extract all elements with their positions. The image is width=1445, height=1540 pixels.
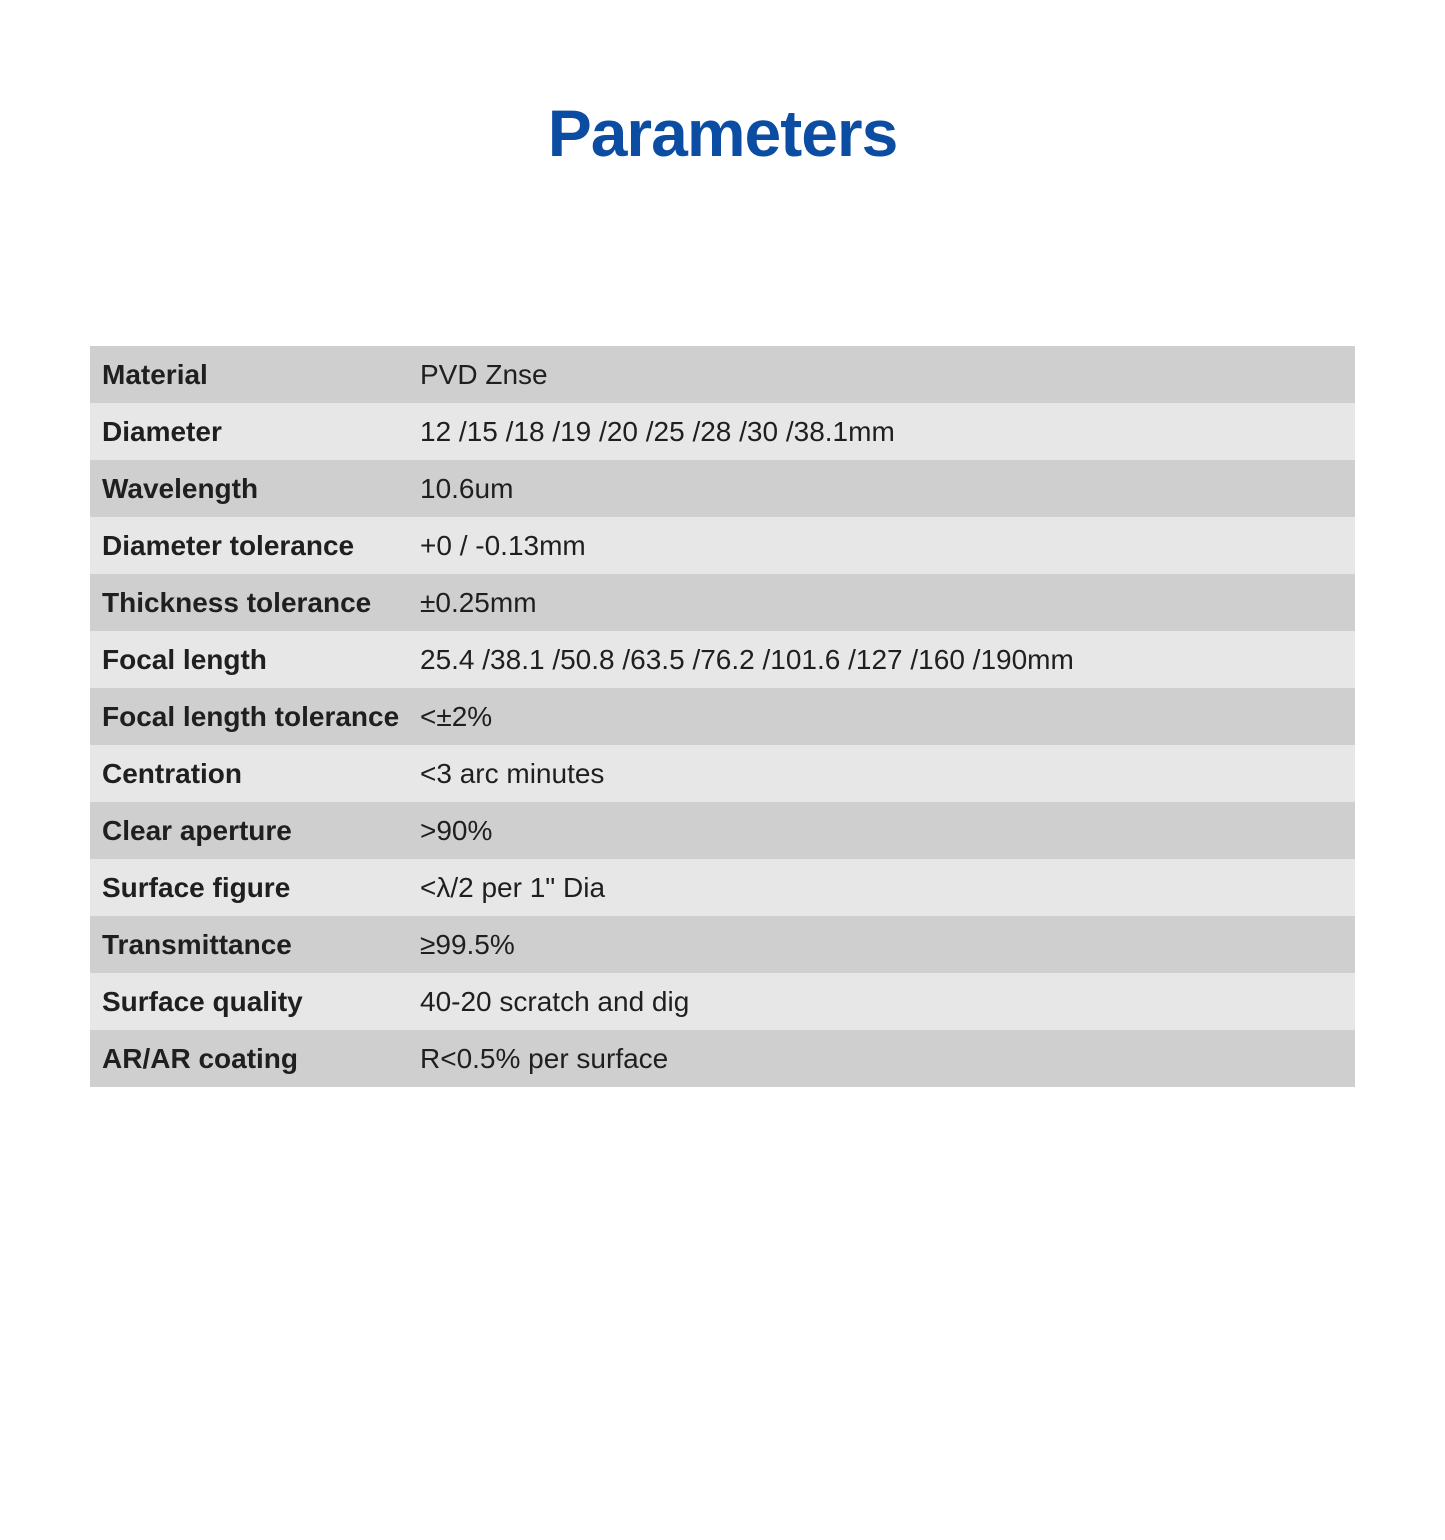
- table-row: Transmittance≥99.5%: [90, 916, 1355, 973]
- table-row: Wavelength10.6um: [90, 460, 1355, 517]
- param-value: 12 /15 /18 /19 /20 /25 /28 /30 /38.1mm: [420, 416, 1355, 448]
- table-row: Surface quality40-20 scratch and dig: [90, 973, 1355, 1030]
- table-row: Diameter tolerance+0 / -0.13mm: [90, 517, 1355, 574]
- param-value: R<0.5% per surface: [420, 1043, 1355, 1075]
- parameters-table: MaterialPVD ZnseDiameter12 /15 /18 /19 /…: [90, 346, 1355, 1087]
- table-row: Focal length25.4 /38.1 /50.8 /63.5 /76.2…: [90, 631, 1355, 688]
- param-label: Centration: [90, 758, 420, 790]
- param-value: 10.6um: [420, 473, 1355, 505]
- table-row: Diameter12 /15 /18 /19 /20 /25 /28 /30 /…: [90, 403, 1355, 460]
- param-label: Clear aperture: [90, 815, 420, 847]
- param-label: Material: [90, 359, 420, 391]
- param-value: 40-20 scratch and dig: [420, 986, 1355, 1018]
- table-row: Centration<3 arc minutes: [90, 745, 1355, 802]
- page-title: Parameters: [0, 95, 1445, 171]
- table-row: AR/AR coatingR<0.5% per surface: [90, 1030, 1355, 1087]
- table-row: Surface figure<λ/2 per 1" Dia: [90, 859, 1355, 916]
- param-label: Wavelength: [90, 473, 420, 505]
- param-value: PVD Znse: [420, 359, 1355, 391]
- param-label: Surface figure: [90, 872, 420, 904]
- param-value: +0 / -0.13mm: [420, 530, 1355, 562]
- table-row: Focal length tolerance<±2%: [90, 688, 1355, 745]
- param-label: Thickness tolerance: [90, 587, 420, 619]
- table-row: MaterialPVD Znse: [90, 346, 1355, 403]
- table-row: Thickness tolerance±0.25mm: [90, 574, 1355, 631]
- page-container: Parameters MaterialPVD ZnseDiameter12 /1…: [0, 95, 1445, 1540]
- param-value: <3 arc minutes: [420, 758, 1355, 790]
- param-value: 25.4 /38.1 /50.8 /63.5 /76.2 /101.6 /127…: [420, 644, 1355, 676]
- param-label: Diameter: [90, 416, 420, 448]
- table-row: Clear aperture>90%: [90, 802, 1355, 859]
- param-label: Diameter tolerance: [90, 530, 420, 562]
- param-value: <λ/2 per 1" Dia: [420, 872, 1355, 904]
- param-value: ≥99.5%: [420, 929, 1355, 961]
- param-value: ±0.25mm: [420, 587, 1355, 619]
- param-value: <±2%: [420, 701, 1355, 733]
- param-label: Focal length: [90, 644, 420, 676]
- param-label: Focal length tolerance: [90, 701, 420, 733]
- param-label: Transmittance: [90, 929, 420, 961]
- param-value: >90%: [420, 815, 1355, 847]
- param-label: Surface quality: [90, 986, 420, 1018]
- param-label: AR/AR coating: [90, 1043, 420, 1075]
